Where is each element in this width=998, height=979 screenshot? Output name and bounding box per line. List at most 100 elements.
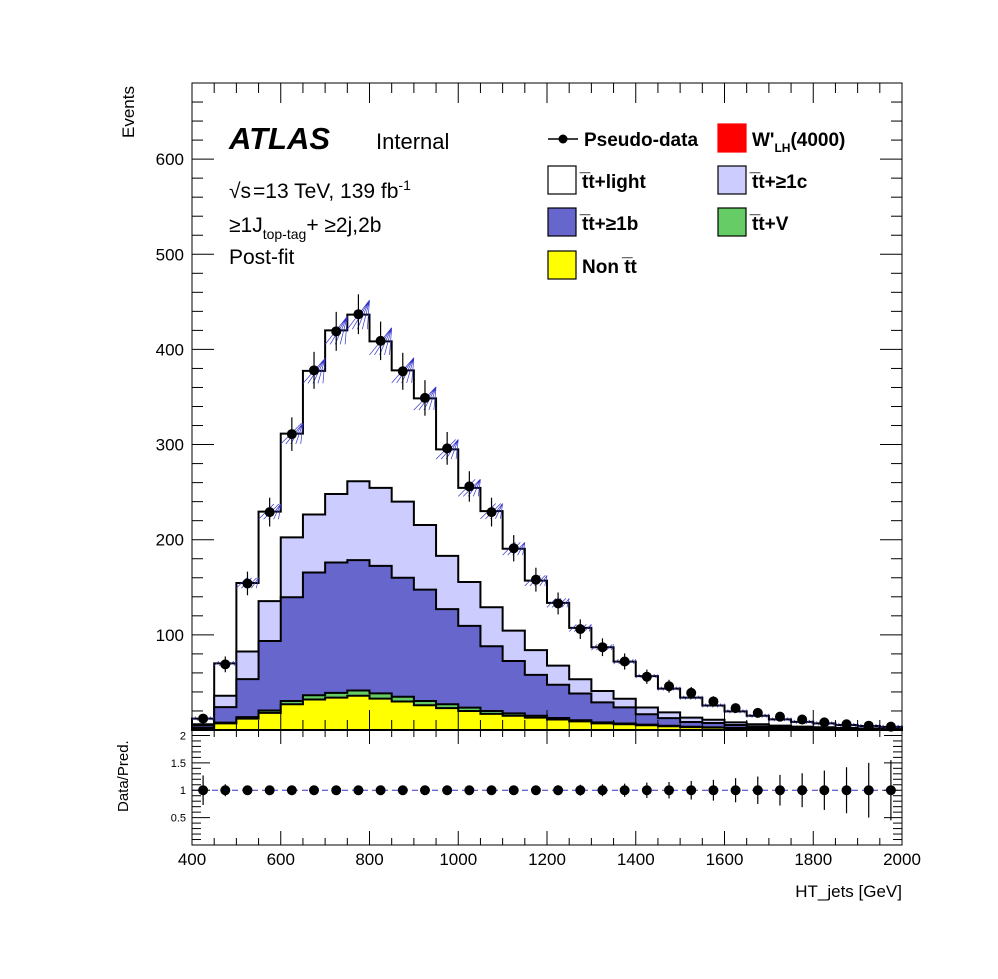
legend-ge1c-label: t̅t+≥1c <box>749 172 808 193</box>
legend-signal-name: W' <box>752 130 774 151</box>
legend-ge1c-swatch <box>717 165 747 195</box>
ratio-point <box>819 785 830 796</box>
data-point <box>708 696 719 707</box>
data-point <box>442 443 453 454</box>
ratio-tick-label: 0.5 <box>171 813 186 825</box>
energy-label: √s=13 TeV, 139 fb-1 <box>229 177 411 203</box>
data-point <box>641 671 652 682</box>
main-axes: 100 200 300 400 500 600 <box>156 83 903 730</box>
data-point <box>331 326 342 337</box>
region-label: ≥1Jtop-tag+ ≥2j,2b <box>229 214 381 242</box>
data-point <box>686 687 697 698</box>
ratio-point <box>264 785 275 796</box>
ratio-point <box>242 785 253 796</box>
data-point <box>397 366 408 377</box>
ratio-point <box>797 785 808 796</box>
data-point <box>508 543 519 554</box>
legend-light-label: t̅t+light <box>579 172 646 193</box>
ratio-point <box>708 785 719 796</box>
y-tick-label: 200 <box>156 531 184 550</box>
legend-nontt-swatch <box>547 250 577 280</box>
data-point <box>664 681 675 692</box>
x-tick-label: 1200 <box>528 850 566 869</box>
ratio-point <box>331 785 342 796</box>
legend-light-swatch <box>547 165 577 195</box>
legend-pseudo-label: Pseudo-data <box>584 130 698 151</box>
ratio-point <box>508 785 519 796</box>
data-point <box>553 598 564 609</box>
x-tick-label: 1400 <box>617 850 655 869</box>
sqrt-symbol: √ <box>229 180 241 203</box>
data-point <box>863 720 874 731</box>
ratio-point <box>863 785 874 796</box>
ratio-point <box>752 785 763 796</box>
legend: Pseudo-data W'LH(4000) t̅t+light t̅t+≥1c… <box>547 123 845 280</box>
s-symbol: s <box>241 180 252 203</box>
data-point <box>419 392 430 403</box>
data-point <box>353 309 364 320</box>
y-tick-label: 400 <box>156 340 184 359</box>
ratio-point <box>220 785 231 796</box>
data-point <box>774 711 785 722</box>
ratio-tick-label: 1.5 <box>171 758 186 770</box>
legend-pseudo-marker <box>558 134 568 144</box>
data-point <box>464 481 475 492</box>
x-tick-label: 1000 <box>439 850 477 869</box>
ratio-axes: 0.5 1 1.5 2 400 600 800 1000 1200 1400 1600 1800 200… <box>171 730 921 869</box>
data-point <box>885 721 896 732</box>
data-point <box>752 707 763 718</box>
ratio-tick-label: 2 <box>180 730 186 742</box>
ratio-point <box>309 785 320 796</box>
ratio-y-axis-title: Data/Pred. <box>115 740 132 812</box>
data-point <box>264 507 275 518</box>
x-tick-label: 1600 <box>706 850 744 869</box>
status-label: Internal <box>376 129 449 154</box>
data-point <box>486 507 497 518</box>
x-tick-label: 400 <box>178 850 206 869</box>
legend-signal-subscript: LH <box>774 141 790 155</box>
data-point <box>242 578 253 589</box>
ratio-frame <box>191 729 903 846</box>
y-tick-label: 500 <box>156 245 184 264</box>
x-tick-label: 2000 <box>883 850 921 869</box>
y-tick-label: 300 <box>156 436 184 455</box>
region-rest: + ≥2j,2b <box>306 214 381 237</box>
ratio-point <box>575 785 586 796</box>
ratio-point <box>419 785 430 796</box>
ratio-point <box>686 785 697 796</box>
y-axis-title: Events <box>119 86 138 138</box>
ratio-points <box>192 760 902 821</box>
region-subscript: top-tag <box>263 226 307 242</box>
ratio-point <box>841 785 852 796</box>
ratio-point <box>397 785 408 796</box>
data-point <box>375 335 386 346</box>
y-tick-label: 600 <box>156 150 184 169</box>
ratio-tick-label: 1 <box>180 785 186 797</box>
x-axis-title: HT_jets [GeV] <box>795 882 902 901</box>
data-point <box>286 429 297 440</box>
legend-signal-mass: (4000) <box>790 130 845 151</box>
ratio-point <box>597 785 608 796</box>
ratio-point <box>664 785 675 796</box>
data-point <box>575 624 586 635</box>
data-point <box>309 365 320 376</box>
ratio-point <box>553 785 564 796</box>
pseudo-data-points <box>198 294 896 732</box>
ratio-point <box>442 785 453 796</box>
fit-label: Post-fit <box>229 246 295 269</box>
data-point <box>220 659 231 670</box>
data-point <box>619 656 630 667</box>
legend-nontt-label: Non t̅t <box>582 257 638 278</box>
data-point <box>530 574 541 585</box>
region-main: ≥1J <box>229 214 263 237</box>
data-point <box>597 642 608 653</box>
ratio-point <box>730 785 741 796</box>
data-point <box>841 719 852 730</box>
ratio-point <box>353 785 364 796</box>
legend-signal-swatch <box>717 123 747 153</box>
y-tick-label: 100 <box>156 626 184 645</box>
ratio-point <box>530 785 541 796</box>
x-tick-label: 1800 <box>794 850 832 869</box>
ratio-point <box>774 785 785 796</box>
